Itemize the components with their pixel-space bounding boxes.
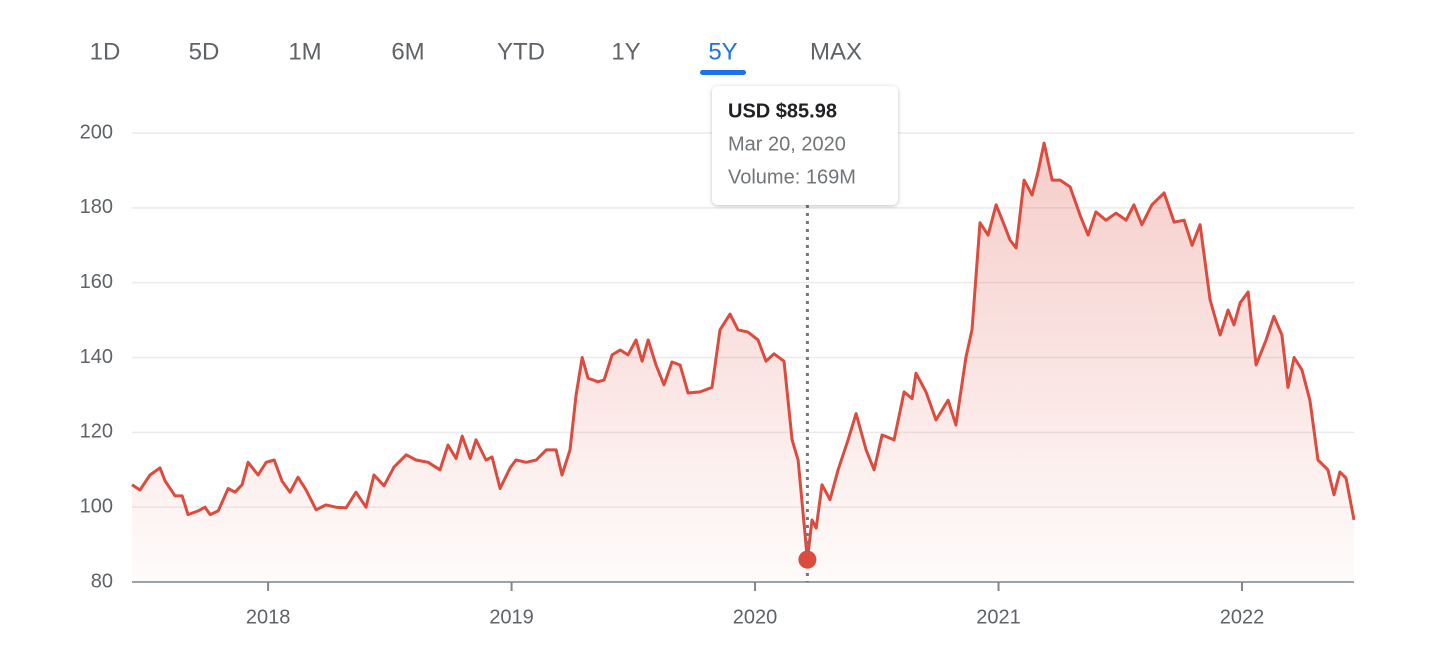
y-tick-label: 180 (80, 196, 113, 218)
tab[interactable]: 5D (189, 38, 220, 65)
area (132, 143, 1354, 582)
tab[interactable]: YTD (497, 38, 545, 65)
y-tick-label: 100 (80, 495, 113, 517)
x-tick-label: 2018 (246, 606, 291, 628)
tab[interactable]: 5Y (708, 38, 737, 65)
tab[interactable]: MAX (810, 38, 862, 65)
tab[interactable]: 1M (288, 38, 321, 65)
y-tick-label: 120 (80, 421, 113, 443)
y-tick-label: 80 (91, 570, 113, 592)
x-tick-label: 2021 (976, 606, 1021, 628)
y-tick-label: 140 (80, 346, 113, 368)
price-line (131, 141, 1356, 562)
x-tick-label: 2019 (489, 606, 534, 628)
tab[interactable]: 1D (90, 38, 121, 65)
plot: 80 100 120 140 160 180 200 2018 2019 2020 2021 2022 (80, 121, 1356, 628)
tabs: 1D 5D 1M 6M YTD 1Y 5Y MAX (90, 38, 862, 75)
tooltip: USD $85.98 Mar 20, 2020 Volume: 169M (712, 86, 898, 205)
highlight-point (798, 550, 817, 569)
x-tick-label: 2022 (1220, 606, 1265, 628)
tooltip-box (712, 86, 898, 205)
y-tick-label: 160 (80, 271, 113, 293)
tooltip-volume: Volume: 169M (728, 166, 856, 188)
y-tick-label: 200 (80, 121, 113, 143)
tab-underline (700, 70, 746, 75)
tab[interactable]: 1Y (611, 38, 640, 65)
tooltip-price: USD $85.98 (728, 100, 837, 122)
tab[interactable]: 6M (391, 38, 424, 65)
x-tick-label: 2020 (733, 606, 778, 628)
tooltip-date: Mar 20, 2020 (728, 133, 846, 155)
